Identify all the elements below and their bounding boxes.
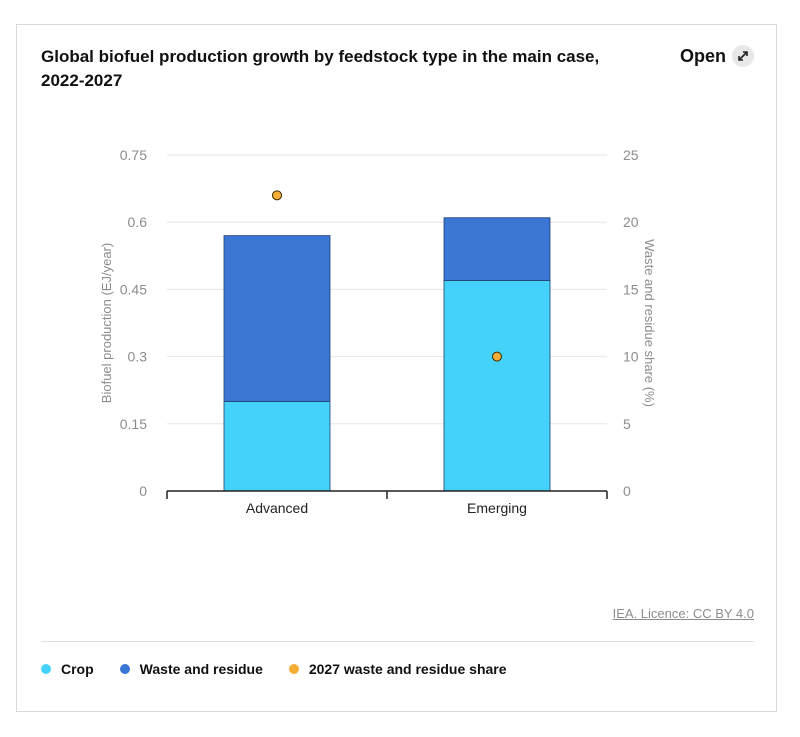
y2-tick-label: 15 [623,281,639,297]
share-point [492,351,502,362]
legend-label: Crop [61,661,94,677]
source-link[interactable]: IEA. Licence: CC BY 4.0 [612,606,754,621]
bar-chart: 0 0.15 0.3 0.45 0.6 0.75 0 5 10 15 20 25 Biofuel pro… [99,147,657,516]
bar-waste-and-residue [443,217,551,281]
chart-title: Global biofuel production growth by feed… [41,47,600,90]
bar-crop [223,400,331,492]
y2-tick-label: 0 [623,483,631,499]
share-point [272,190,282,201]
y2-tick-label: 10 [623,349,639,365]
y2-tick-label: 5 [623,416,631,432]
y2-tick-label: 25 [623,147,639,163]
legend-divider [41,641,754,642]
legend-label: Waste and residue [139,661,263,677]
legend-swatch-icon [119,664,130,674]
y-tick-label: 0.3 [128,349,148,365]
y-tick-label: 0 [139,483,147,499]
y2-tick-label: 20 [623,214,639,230]
x-tick-label: Advanced [246,500,308,516]
legend-item[interactable]: Waste and residue [119,661,263,677]
bar-crop [443,280,551,492]
legend-item[interactable]: Crop [41,661,94,677]
expand-arrow-icon [732,45,754,67]
open-label: Open [679,45,726,66]
y2-axis-label: Waste and residue share (%) [642,239,657,407]
y-axis-label: Biofuel production (EJ/year) [99,243,114,403]
legend-swatch-icon [41,664,51,674]
open-button[interactable]: Open [680,45,754,67]
chart-legend: Crop Waste and residue 2027 waste and resi… [41,661,507,677]
x-tick-label: Emerging [467,500,527,516]
y-tick-label: 0.45 [120,281,147,297]
legend-swatch-icon [288,664,299,674]
chart-card: Global biofuel production growth by feed… [16,24,777,712]
y-tick-label: 0.75 [120,147,147,163]
bar-waste-and-residue [223,235,331,402]
y-tick-label: 0.15 [120,416,147,432]
legend-item[interactable]: 2027 waste and residue share [288,661,507,677]
y-tick-label: 0.6 [128,214,148,230]
legend-label: 2027 waste and residue share [308,661,507,677]
